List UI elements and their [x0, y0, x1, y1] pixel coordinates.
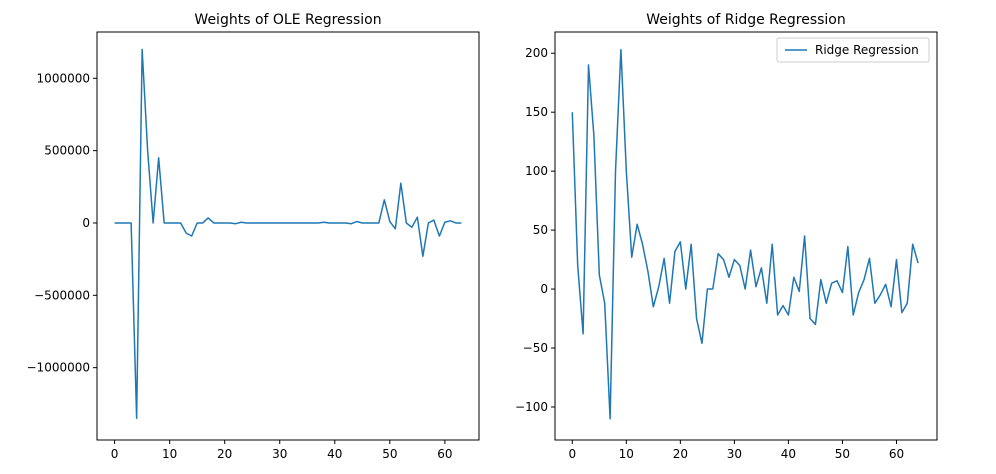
y-tick-label: 200 [525, 46, 548, 60]
x-tick-label: 40 [327, 447, 342, 461]
x-tick-label: 60 [889, 447, 904, 461]
x-tick-label: 50 [835, 447, 850, 461]
x-tick-label: 30 [272, 447, 287, 461]
chart-title: Weights of OLE Regression [194, 12, 381, 28]
x-tick-label: 20 [217, 447, 232, 461]
axes-ticks: 0 10 20 30 40 50 60 −100 −50 0 50 100 150 200 [515, 46, 904, 461]
x-tick-label: 20 [673, 447, 688, 461]
ole-weights-line [114, 48, 462, 420]
legend: Ridge Regression [776, 37, 930, 63]
y-tick-label: −1000000 [27, 361, 91, 375]
x-tick-label: 0 [111, 447, 119, 461]
plot-frame [96, 31, 480, 441]
y-tick-label: 1000000 [37, 71, 90, 85]
ridge-weights-panel: Weights of Ridge Regression 0 10 20 30 40 50 6… [515, 12, 938, 461]
ridge-weights-line [571, 48, 919, 420]
y-tick-label: −500000 [34, 288, 90, 302]
axes-ticks: 0 10 20 30 40 50 60 −1000000 −500000 0 500000 10000… [27, 71, 453, 461]
x-tick-label: 0 [568, 447, 576, 461]
y-tick-label: 150 [525, 105, 548, 119]
chart-title: Weights of Ridge Regression [646, 12, 846, 28]
x-tick-label: 10 [619, 447, 634, 461]
x-tick-label: 10 [162, 447, 177, 461]
y-tick-label: −50 [523, 341, 548, 355]
legend-box [776, 37, 930, 63]
y-tick-label: 0 [540, 282, 548, 296]
y-tick-label: −100 [515, 400, 548, 414]
ole-weights-panel: Weights of OLE Regression 0 10 20 30 40 50 60 −… [27, 12, 480, 461]
x-tick-label: 50 [382, 447, 397, 461]
y-tick-label: 0 [82, 216, 90, 230]
x-tick-label: 30 [727, 447, 742, 461]
x-tick-label: 40 [781, 447, 796, 461]
y-tick-label: 50 [533, 223, 548, 237]
y-tick-label: 100 [525, 164, 548, 178]
plot-frame [554, 31, 938, 441]
legend-label: Ridge Regression [815, 43, 919, 57]
x-tick-label: 60 [437, 447, 452, 461]
y-tick-label: 500000 [44, 144, 90, 158]
